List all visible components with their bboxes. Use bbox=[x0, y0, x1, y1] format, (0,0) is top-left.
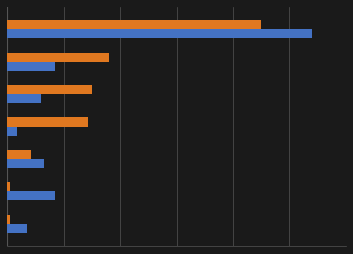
Bar bbox=[7, 192, 54, 201]
Bar bbox=[7, 21, 261, 30]
Bar bbox=[7, 62, 54, 72]
Bar bbox=[7, 127, 17, 136]
Bar bbox=[7, 30, 312, 39]
Bar bbox=[7, 53, 109, 62]
Bar bbox=[7, 182, 11, 192]
Bar bbox=[7, 159, 44, 168]
Bar bbox=[7, 118, 88, 127]
Bar bbox=[7, 215, 11, 224]
Bar bbox=[7, 150, 31, 159]
Bar bbox=[7, 224, 28, 233]
Bar bbox=[7, 95, 41, 104]
Bar bbox=[7, 86, 92, 95]
